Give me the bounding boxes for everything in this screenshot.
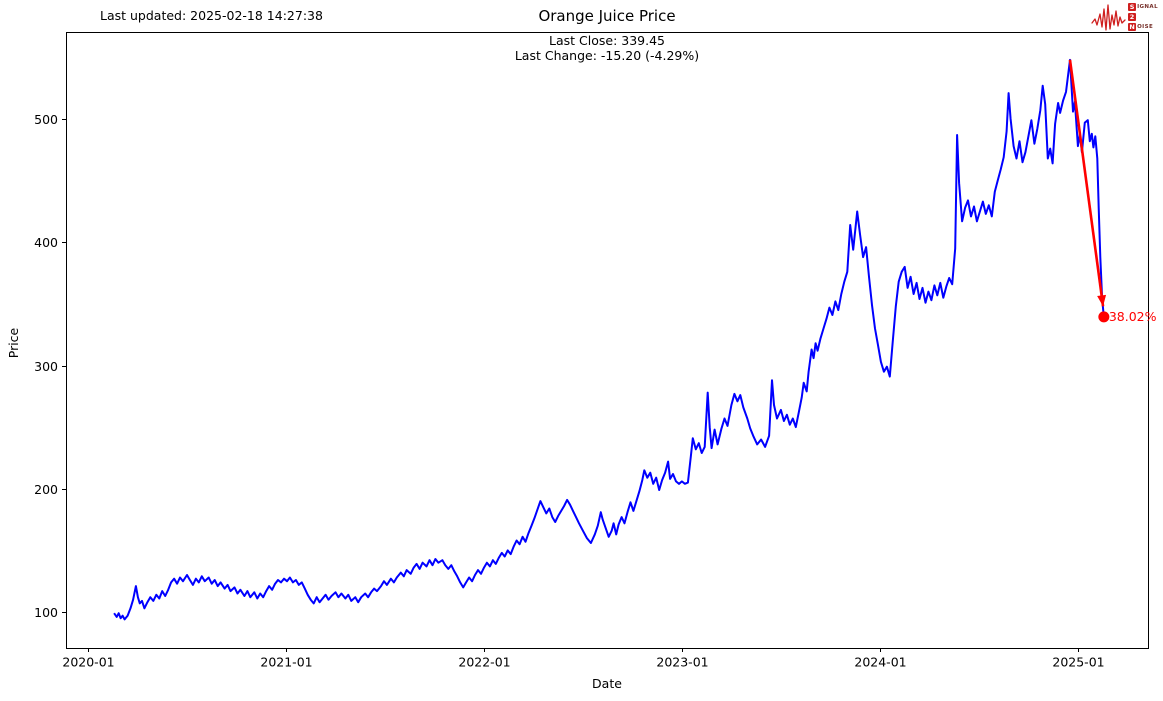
subtitle-last-change: Last Change: -15.20 (-4.29%) (514, 48, 700, 63)
y-tick-label: 300 (34, 359, 58, 374)
logo-row-signal: S IGNAL (1128, 3, 1158, 11)
x-tick-label: 2025-01 (1052, 655, 1104, 670)
x-tick-label: 2023-01 (656, 655, 708, 670)
signal2noise-logo: S IGNAL 2 N OISE (1091, 2, 1158, 32)
logo-box-2: 2 (1128, 13, 1137, 21)
x-tick-label: 2024-01 (854, 655, 906, 670)
last-close-dot (1098, 311, 1110, 323)
x-tick-label: 2022-01 (458, 655, 510, 670)
y-tick-label: 100 (34, 605, 58, 620)
subtitle-last-close: Last Close: 339.45 (549, 33, 665, 48)
y-tick-label: 500 (34, 112, 58, 127)
y-tick-label: 400 (34, 235, 58, 250)
logo-row-noise: N OISE (1128, 23, 1154, 31)
plot-spines (66, 32, 1149, 649)
drop-percentage-label: 38.02% (1108, 308, 1157, 324)
logo-row-2: 2 (1128, 13, 1158, 22)
drop-arrow-line (1068, 59, 1105, 307)
x-axis-label: Date (592, 676, 622, 691)
logo-box-n: N (1128, 23, 1137, 31)
y-axis-label: Price (6, 327, 21, 359)
chart-title: Orange Juice Price (538, 7, 676, 25)
logo-text: S IGNAL 2 N OISE (1128, 3, 1158, 32)
x-tick-label: 2020-01 (62, 655, 114, 670)
y-tick-label: 200 (34, 482, 58, 497)
heartbeat-waveform-icon (1091, 4, 1126, 31)
logo-box-s: S (1128, 3, 1137, 11)
drop-arrow-head-icon (1097, 294, 1107, 307)
x-tick-label: 2021-01 (260, 655, 312, 670)
price-line (113, 58, 1105, 621)
last-updated-text: Last updated: 2025-02-18 14:27:38 (100, 8, 323, 23)
